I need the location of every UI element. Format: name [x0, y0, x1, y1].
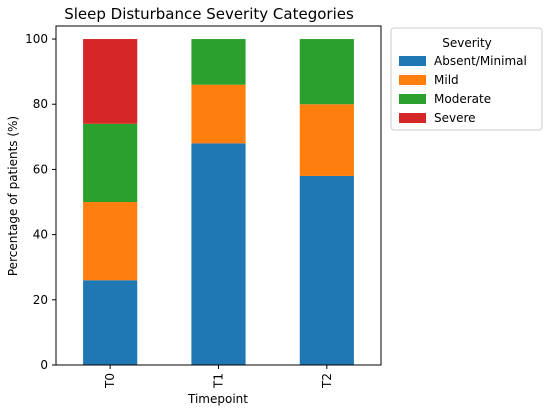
legend-swatch [399, 113, 426, 123]
legend-title: Severity [442, 36, 492, 50]
bar-t0-series-2 [83, 123, 138, 203]
bar-t2-series-2 [299, 39, 354, 105]
y-axis: 0 20 40 60 80 100 [25, 32, 56, 372]
legend-items: Absent/Minimal Mild Moderate Severe [399, 54, 527, 125]
legend-swatch [399, 56, 426, 66]
legend-frame [390, 27, 543, 131]
chart-title: Sleep Disturbance Severity Categories [64, 5, 354, 23]
bar-t0-series-1 [83, 202, 138, 281]
legend-label: Mild [434, 73, 459, 87]
bar-t1-series-0 [191, 143, 246, 365]
x-tick-label-t0: T0 [103, 373, 117, 389]
y-tick-label: 100 [25, 32, 48, 46]
legend-label: Moderate [434, 92, 491, 106]
bar-t2-series-0 [299, 175, 354, 365]
bars-group [83, 39, 354, 365]
x-axis: T0 T1 T2 [103, 365, 334, 389]
legend-label: Absent/Minimal [434, 54, 527, 68]
legend-swatch [399, 75, 426, 85]
legend-swatch [399, 94, 426, 104]
bar-t1-series-2 [191, 39, 246, 85]
x-tick-label-t1: T1 [212, 373, 226, 389]
y-tick-label: 20 [33, 293, 48, 307]
y-tick-label: 0 [40, 358, 48, 372]
legend: Severity Absent/Minimal Mild Moderate Sever… [390, 27, 543, 131]
y-tick-label: 40 [33, 228, 48, 242]
legend-label: Severe [434, 111, 476, 125]
bar-t0-series-0 [83, 280, 138, 365]
y-tick-label: 80 [33, 97, 48, 111]
bar-t1-series-1 [191, 84, 246, 144]
x-tick-label-t2: T2 [320, 373, 334, 389]
y-tick-label: 60 [33, 162, 48, 176]
bar-t0-series-3 [83, 39, 138, 124]
bar-t2-series-1 [299, 104, 354, 176]
x-axis-label: Timepoint [187, 392, 248, 406]
y-axis-label: Percentage of patients (%) [6, 116, 20, 276]
